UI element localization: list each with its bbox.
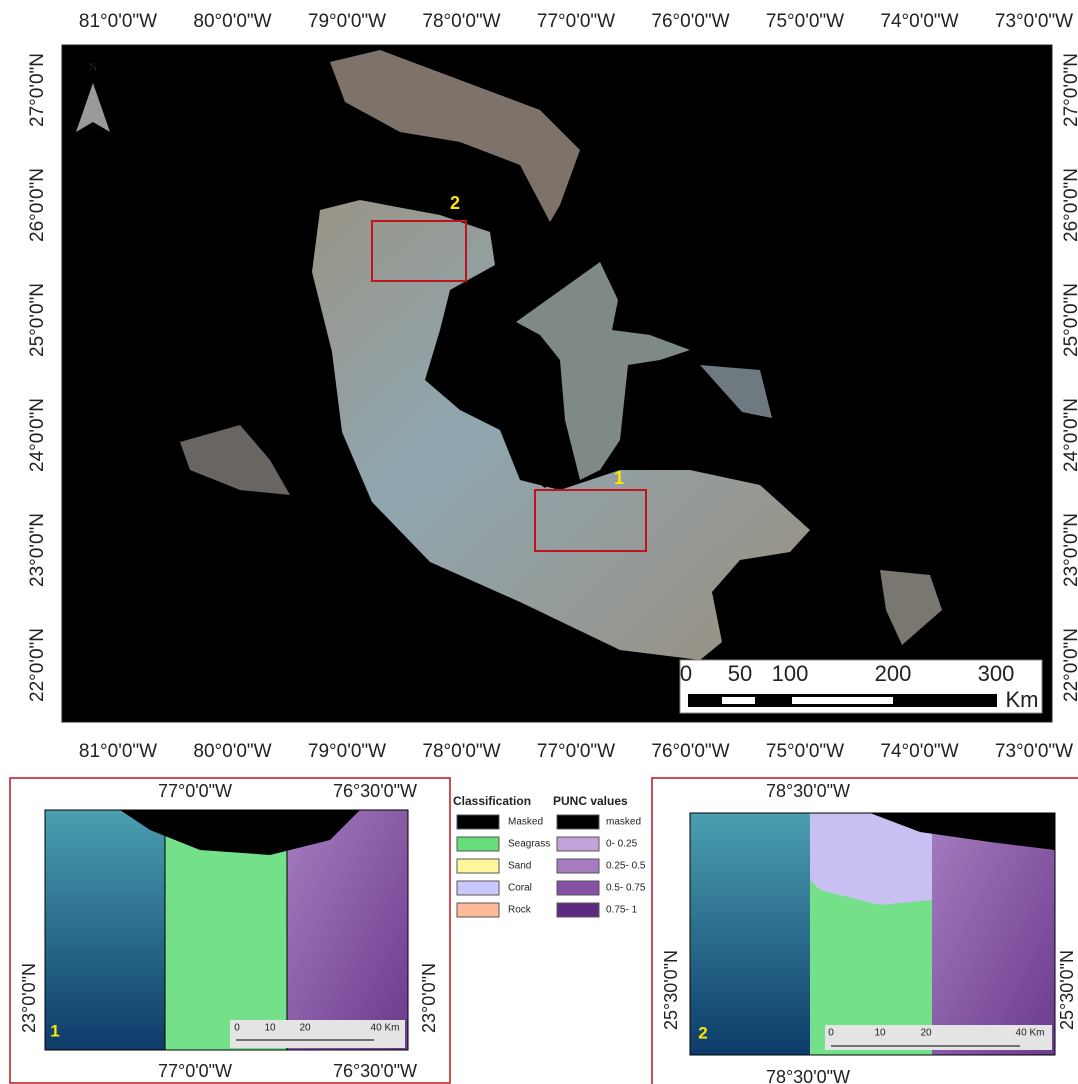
image-rgb xyxy=(45,810,165,1050)
scale-label: 10 xyxy=(264,1023,276,1034)
lon-label: 80°0'0"W xyxy=(193,11,271,32)
scale-label: 40 Km xyxy=(371,1023,400,1034)
legend-label: Seagrass xyxy=(508,839,550,850)
scale-label: 20 xyxy=(299,1023,311,1034)
legend-label: 0.25- 0.5 xyxy=(606,861,646,872)
lat-label: 24°0'0"N xyxy=(27,398,48,472)
legend-label: Sand xyxy=(508,861,531,872)
lat-label: 27°0'0"N xyxy=(27,53,48,127)
lat-label: 22°0'0"N xyxy=(27,628,48,702)
lat-label: 25°30'0"N xyxy=(1057,950,1077,1030)
scale-unit: Km xyxy=(1006,687,1039,712)
legend-swatch xyxy=(457,903,499,917)
callout: 1 xyxy=(614,468,624,488)
legend-label: Coral xyxy=(508,883,532,894)
lon-label: 74°0'0"W xyxy=(880,741,958,762)
lat-label: 25°30'0"N xyxy=(661,950,681,1030)
lon-label: 78°30'0"W xyxy=(766,1067,850,1084)
legend-swatch xyxy=(557,815,599,829)
lon-label: 73°0'0"W xyxy=(995,11,1073,32)
scale-bar-segment xyxy=(792,697,893,704)
legend-label: Rock xyxy=(508,905,532,916)
scale-label: 0 xyxy=(680,661,692,686)
lon-label: 77°0'0"W xyxy=(158,781,232,801)
lon-label: 75°0'0"W xyxy=(766,11,844,32)
lat-label: 23°0'0"N xyxy=(1061,513,1078,587)
legend-title: PUNC values xyxy=(553,794,628,808)
lon-label: 81°0'0"W xyxy=(79,11,157,32)
inset-1 xyxy=(10,778,450,1083)
lon-label: 75°0'0"W xyxy=(766,741,844,762)
lon-label: 78°0'0"W xyxy=(422,11,500,32)
lon-label: 79°0'0"W xyxy=(308,741,386,762)
lon-label: 79°0'0"W xyxy=(308,11,386,32)
lon-label: 78°0'0"W xyxy=(422,741,500,762)
lon-label: 73°0'0"W xyxy=(995,741,1073,762)
legend-swatch xyxy=(557,859,599,873)
callout: 2 xyxy=(450,193,460,213)
lon-label: 76°0'0"W xyxy=(651,741,729,762)
lat-label: 25°0'0"N xyxy=(1061,283,1078,357)
lon-label: 76°30'0"W xyxy=(333,1061,417,1081)
lat-label: 23°0'0"N xyxy=(19,963,39,1033)
lat-label: 23°0'0"N xyxy=(27,513,48,587)
scale-bar-segment xyxy=(722,697,755,704)
image-rgb xyxy=(690,813,810,1055)
lon-label: 76°0'0"W xyxy=(651,11,729,32)
scale-label: 50 xyxy=(728,661,752,686)
legend-swatch xyxy=(457,859,499,873)
north-label: N xyxy=(89,60,98,74)
figure: 81°0'0"W 80°0'0"W 79°0'0"W 78°0'0"W 77°0'0"W… xyxy=(0,0,1078,1084)
lon-label: 77°0'0"W xyxy=(537,741,615,762)
legend-swatch xyxy=(457,815,499,829)
legend-title: Classification xyxy=(453,794,531,808)
legend-label: masked xyxy=(606,817,641,828)
scale-label: 0 xyxy=(234,1023,240,1034)
lat-label: 22°0'0"N xyxy=(1061,628,1078,702)
scale-label: 0 xyxy=(828,1028,834,1039)
scale-label: 20 xyxy=(920,1028,932,1039)
lon-label: 74°0'0"W xyxy=(880,11,958,32)
legend-swatch xyxy=(557,903,599,917)
legend-swatch xyxy=(457,837,499,851)
legend-swatch xyxy=(557,881,599,895)
legend-label: 0.75- 1 xyxy=(606,905,638,916)
lon-label: 77°0'0"W xyxy=(537,11,615,32)
lat-label: 23°0'0"N xyxy=(419,963,439,1033)
scale-label: 100 xyxy=(772,661,809,686)
lat-label: 27°0'0"N xyxy=(1061,53,1078,127)
scale-label: 200 xyxy=(875,661,912,686)
lon-label: 81°0'0"W xyxy=(79,741,157,762)
scale-label: 300 xyxy=(978,661,1015,686)
lon-label: 78°30'0"W xyxy=(766,781,850,801)
legend-swatch xyxy=(557,837,599,851)
legend-label: 0- 0.25 xyxy=(606,839,638,850)
legend-swatch xyxy=(457,881,499,895)
lon-label: 77°0'0"W xyxy=(158,1061,232,1081)
lat-label: 26°0'0"N xyxy=(1061,168,1078,242)
main-map xyxy=(62,45,1052,722)
lon-label: 80°0'0"W xyxy=(193,741,271,762)
lat-label: 25°0'0"N xyxy=(27,283,48,357)
inset-number: 2 xyxy=(698,1023,707,1042)
image-punc xyxy=(932,813,1055,1055)
legend-label: Masked xyxy=(508,817,543,828)
lon-label: 76°30'0"W xyxy=(333,781,417,801)
inset-number: 1 xyxy=(50,1021,59,1040)
lat-label: 26°0'0"N xyxy=(27,168,48,242)
scale-label: 40 Km xyxy=(1016,1028,1045,1039)
legend-label: 0.5- 0.75 xyxy=(606,883,646,894)
lat-label: 24°0'0"N xyxy=(1061,398,1078,472)
scale-label: 10 xyxy=(874,1028,886,1039)
inset-2 xyxy=(652,778,1078,1084)
